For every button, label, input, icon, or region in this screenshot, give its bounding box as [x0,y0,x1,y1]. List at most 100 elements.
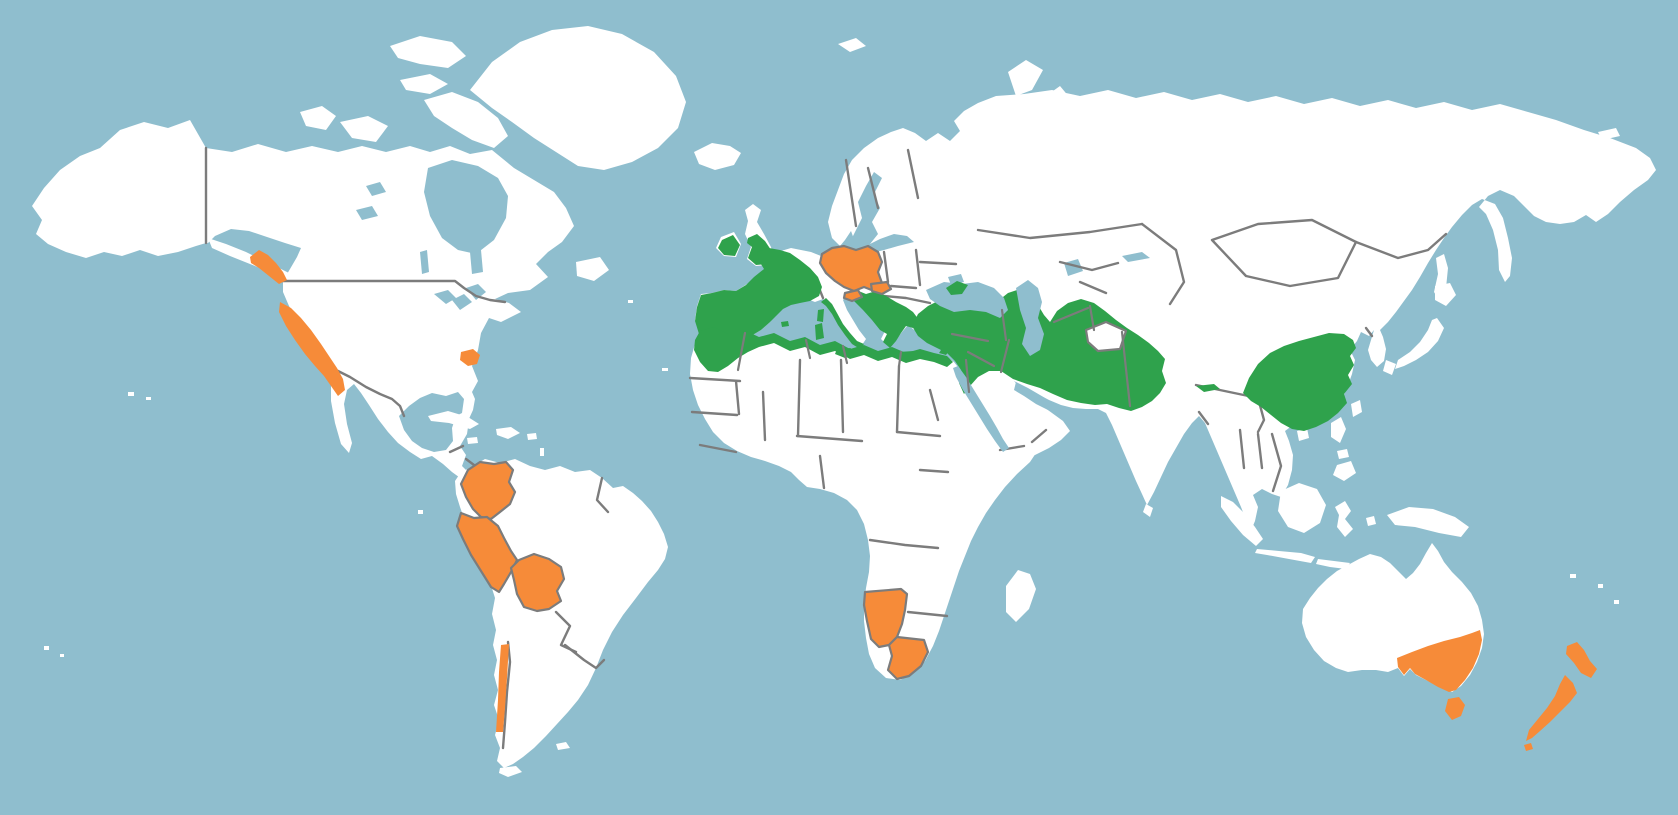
border-central-europe [817,248,922,300]
native-north-africa [694,327,953,372]
tick-levant [964,358,971,394]
introduced-bordered-countries [455,244,930,681]
border-west-africa [698,443,826,490]
native-range-layer [694,234,1356,431]
lake-balkhash [1122,252,1150,262]
red-sea [953,366,1009,452]
island-new-guinea [1387,507,1469,537]
island-sri-lanka [1143,504,1153,517]
border-russia-kazakhstan [976,222,1144,240]
island-luzon [1331,417,1346,443]
introduced-stewart-island [1524,743,1533,751]
island-borneo [1278,483,1326,533]
introduced-colombia [459,460,517,521]
introduced-california [279,302,345,396]
border-himalaya [1194,383,1266,434]
island-sulawesi [1335,501,1353,537]
island-java [1255,549,1315,563]
island-moluccas [1366,516,1376,526]
island-honshu [1395,318,1444,369]
native-corsica [817,309,824,322]
border-russia-china [1354,232,1448,260]
island-mindanao [1333,461,1356,481]
tick-tunisia-libya [841,344,849,365]
border-us-mexico [332,367,406,418]
native-france-iberia [695,248,822,345]
tick-turkey-syria [950,332,990,343]
tick-syria-iraq [966,350,996,368]
native-himalaya-strip [1196,384,1220,392]
introduced-bolivia [509,552,566,613]
border-central-asia [1058,260,1120,295]
lake-winnipeg [420,250,429,274]
introduced-se-australia [1397,630,1482,692]
landmass-eurasia [695,90,1656,533]
native-eastern-china [1243,333,1356,431]
border-west-sahara [688,376,742,417]
island-newfoundland [576,257,609,281]
introduced-tasmania [1445,697,1465,720]
island-cuba [428,411,479,429]
inland-water-layer [356,160,1150,310]
landmass-greenland [470,26,686,170]
introduced-central-chile [496,644,509,732]
introduced-new-zealand-north [1566,642,1597,678]
introduced-czechia [869,280,893,296]
island-banks [300,106,336,130]
afghanistan-interior [1084,320,1128,353]
border-argentina-north [563,643,606,670]
island-timor [1316,559,1350,569]
caspian-sea [1016,280,1044,356]
baltic-sea [846,172,914,256]
island-hispaniola [496,427,520,439]
island-tierra-del-fuego [499,766,522,777]
native-crimea [946,281,968,295]
island-hainan [1297,428,1309,441]
great-bear-lake [356,206,378,220]
border-kazakhstan-china [1140,222,1186,306]
native-sardinia [815,323,824,340]
border-southeast-asia [1197,410,1283,493]
island-sumatra [1221,496,1263,546]
landmass-alaska [32,120,206,258]
border-korea-china [1364,326,1374,338]
border-venezuela-guyana [595,476,610,514]
introduced-british-columbia [250,250,287,284]
island-hokkaido [1435,283,1456,306]
native-ireland [718,235,740,256]
tick-turkey-iran [1000,308,1008,342]
island-madagascar [1006,570,1036,622]
introduced-west-south-africa [886,635,930,681]
border-mongolia [1210,218,1358,288]
range-border-ticks [736,304,1132,408]
introduced-range-layer [250,244,1597,751]
border-chile-argentina [501,640,512,750]
island-victoria [340,116,388,142]
border-scandinavia [844,148,920,228]
island-falklands [556,742,570,750]
introduced-new-zealand-south [1526,675,1577,741]
border-sahel [795,430,942,443]
introduced-se-us-coast [460,349,480,366]
border-us-canada [281,279,507,304]
border-southern-africa [906,610,949,618]
great-slave-lake [366,182,386,196]
landmass-africa [690,328,1038,680]
tick-libya-egypt [897,350,903,368]
tick-morocco-algeria [736,331,747,372]
border-eastern-europe [882,260,958,305]
island-devon [400,74,448,94]
tick-iraq-iran [999,338,1011,374]
island-svalbard [838,38,866,52]
native-balearics [781,321,789,327]
black-sea [926,282,1008,318]
island-baffin [424,92,508,148]
persian-gulf [1014,382,1060,411]
hudson-bay [424,160,508,254]
great-lakes [434,284,486,310]
island-ellesmere [390,36,466,68]
tick-iran-afghanistan [1088,304,1096,332]
island-kyushu [1383,360,1396,375]
tick-afghanistan-pakistan [1120,330,1132,408]
